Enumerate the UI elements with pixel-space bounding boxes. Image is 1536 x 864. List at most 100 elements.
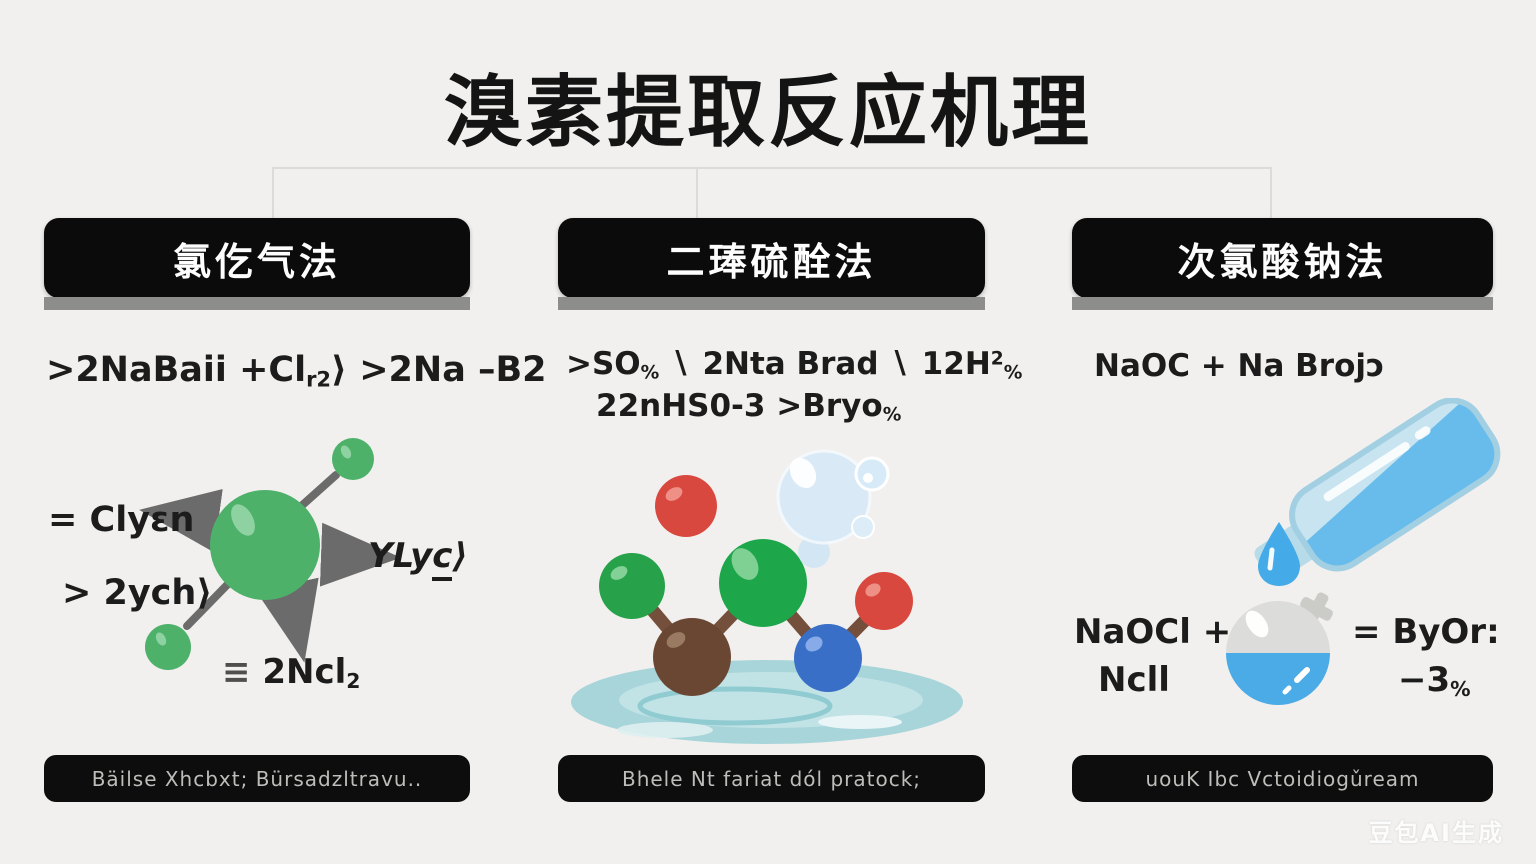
atom-green-large <box>719 539 807 627</box>
atom-green <box>599 553 665 619</box>
column2-header-label: 二琫硫酫法 <box>666 239 877 284</box>
bottle-liquid <box>1304 398 1509 580</box>
atom-highlight <box>805 636 823 652</box>
flask-liquid-highlight <box>1282 685 1292 695</box>
column1-label-right-c: ⟩ <box>452 536 468 576</box>
column1-label-left2: > 2ych⟩ <box>62 573 212 613</box>
atom-highlight <box>865 583 881 597</box>
atom-brown <box>653 618 731 696</box>
column1-label-left1-text: = Clyɛn <box>48 500 195 540</box>
column3-equation: NaOC + Na Brojɔ <box>1094 348 1384 384</box>
column1-header: 氯仡气法 <box>44 218 470 298</box>
connector-vertical-left <box>272 167 274 218</box>
droplet-highlight <box>1267 547 1275 571</box>
water-streak <box>818 715 902 729</box>
arrow-right-icon <box>319 522 401 587</box>
sulfur-dioxide-molecule-diagram <box>571 449 963 744</box>
column3-equation-text: NaOC + Na Brojɔ <box>1094 348 1385 384</box>
column1-footer: Bäilse Xhcbxt; Bürsadzltravu.. <box>44 755 470 802</box>
column3-footer-text: uouK Ibc Vctoidiogǔream <box>1145 766 1420 791</box>
reagent-bottle-icon <box>1254 398 1509 582</box>
bottle-outline <box>1289 398 1501 572</box>
connector-vertical-middle <box>696 167 698 218</box>
bubble-icon <box>851 515 875 539</box>
column1-label-left2-text: > 2ych⟩ <box>62 573 213 613</box>
column1-equation: >2NaBaii +Clr2⟩ >2Na –B2 <box>46 350 547 391</box>
connector-vertical-right <box>1270 167 1272 218</box>
water-ripple <box>637 686 833 726</box>
column2-eq1-sub2: % <box>1003 362 1023 384</box>
column1-label-right-b: c <box>432 536 453 581</box>
atom-red <box>855 572 913 630</box>
column3-reactant2-text: Ncll <box>1098 660 1170 700</box>
column3-product1-text: = ByOr: <box>1352 612 1500 652</box>
column2-header: 二琫硫酫法 <box>558 218 985 298</box>
bubble-highlight <box>863 473 873 483</box>
column2-header-strip <box>558 297 985 310</box>
atom-red <box>655 475 717 537</box>
column3-header: 次氯酸钠法 <box>1072 218 1493 298</box>
chlorine-molecule-diagram <box>139 438 401 670</box>
bottle-highlight <box>1414 426 1431 440</box>
column3-product-line1: = ByOr: <box>1352 612 1500 652</box>
atom-green-small <box>332 438 374 480</box>
water-streak <box>617 722 713 738</box>
column3-reactant-line2: Ncll <box>1098 660 1170 700</box>
flask-liquid-highlight <box>1294 667 1310 683</box>
column2-footer: Bhele Nt fariat dól pratock; <box>558 755 985 802</box>
connector-horizontal-line <box>272 167 1272 169</box>
column1-equation-subscript: r2 <box>306 367 332 392</box>
bond-line <box>183 581 231 630</box>
atom-highlight <box>610 566 628 580</box>
flask-icon <box>1226 592 1333 705</box>
column1-label-right-a: YLy <box>368 536 433 576</box>
column2-eq1-sub1: % <box>640 362 660 384</box>
column1-header-strip <box>44 297 470 310</box>
column2-equation-line2: 22nHS0-3 >Bryo% <box>596 388 901 426</box>
column3-reactant-line1: NaOCl + <box>1074 612 1231 652</box>
atom-highlight <box>731 548 759 580</box>
column3-product2-subscript: % <box>1450 677 1471 702</box>
column2-footer-text: Bhele Nt fariat dól pratock; <box>621 766 922 791</box>
column3-header-strip <box>1072 297 1493 310</box>
atom-highlight <box>340 445 352 459</box>
column3-header-label: 次氯酸钠法 <box>1177 239 1388 284</box>
column2-eq2-a: 22nHS0-3 >Bryo <box>596 388 883 424</box>
column3-footer: uouK Ibc Vctoidiogǔream <box>1072 755 1493 802</box>
atom-highlight <box>666 632 686 648</box>
column2-eq1-a: >SO <box>566 346 641 382</box>
column1-label-bottom-subscript: 2 <box>346 669 361 694</box>
flask-highlight <box>1245 610 1269 638</box>
atom-green-small <box>145 624 191 670</box>
atom-highlight <box>665 487 683 501</box>
bubble-icon <box>854 456 890 492</box>
droplet-icon <box>1258 522 1300 586</box>
column3-product-line2: −3% <box>1398 660 1471 701</box>
triple-bar-icon: ≡ <box>222 652 263 692</box>
column1-label-bottom-main: 2Ncl <box>262 652 347 692</box>
column1-label-right: YLyc⟩ <box>368 536 468 581</box>
flask-liquid <box>1226 653 1330 705</box>
column1-label-left1: = Clyɛn <box>48 500 194 540</box>
droplet-shape <box>1258 522 1300 586</box>
column1-footer-text: Bäilse Xhcbxt; Bürsadzltravu.. <box>91 766 423 791</box>
column3-product2-main: −3 <box>1398 660 1451 700</box>
column1-label-bottom: ≡ 2Ncl2 <box>222 652 360 693</box>
atom-green-large <box>210 490 320 600</box>
column1-equation-main: >2NaBaii +Cl <box>46 350 307 390</box>
atom-highlight <box>231 504 255 536</box>
bubble-highlight <box>789 457 817 489</box>
atom-blue <box>794 624 862 692</box>
column2-eq1-sup: 2 <box>990 348 1004 370</box>
bond-line <box>294 471 340 513</box>
bottle-highlight <box>1323 442 1410 502</box>
column2-equation-line1: >SO% ∖ 2Nta Brad ∖ 12H2% <box>566 346 1022 384</box>
page-title: 溴素提取反应机理 <box>443 68 1092 158</box>
column2-eq1-b: ∖ 2Nta Brad ∖ 12H <box>659 346 991 382</box>
column1-header-label: 氯仡气法 <box>172 239 341 284</box>
column3-reactant1-text: NaOCl + <box>1074 612 1232 652</box>
column2-eq2-sub: % <box>882 404 902 426</box>
arrow-down-icon <box>256 577 319 663</box>
atom-highlight <box>155 632 167 646</box>
